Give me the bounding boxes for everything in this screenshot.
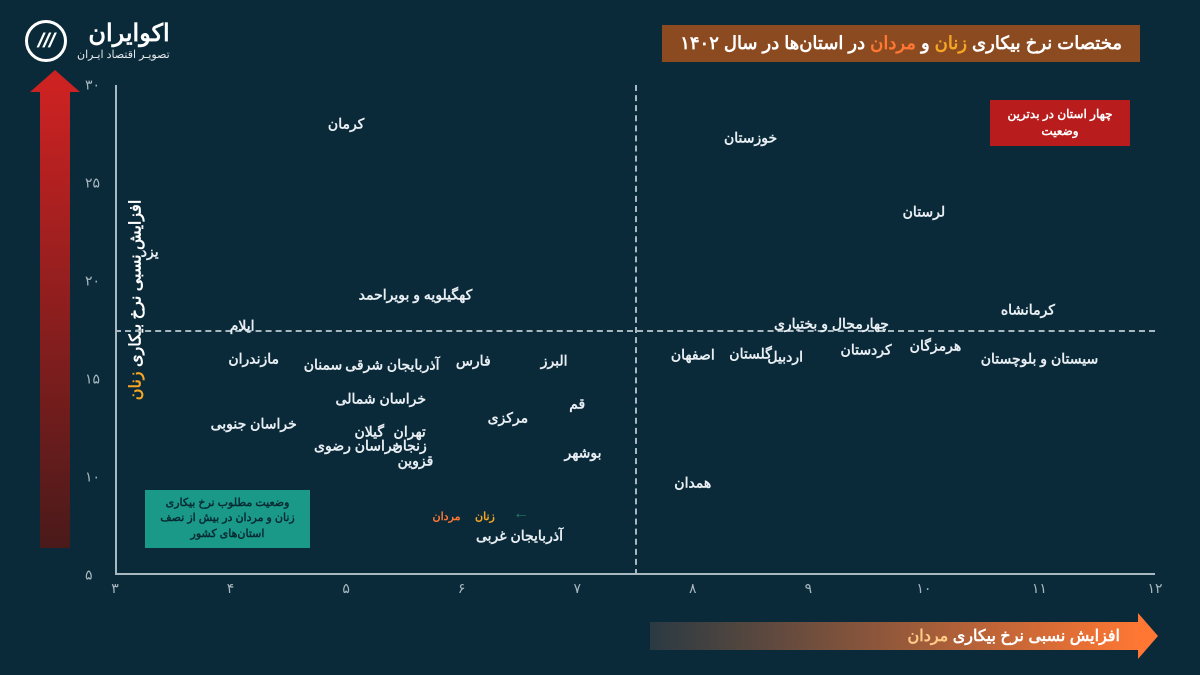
province-label: کرمان: [328, 116, 364, 133]
inline-note: تنها استانی که نرخ بیکاری زنان از مردان …: [382, 496, 512, 539]
province-label: مرکزی: [488, 410, 529, 427]
logo-icon: ///: [25, 20, 67, 62]
ref-line-horizontal: [115, 330, 1155, 332]
x-tick: ۱۰: [916, 580, 931, 597]
province-label: خوزستان: [724, 129, 777, 146]
province-label: سمنان: [304, 357, 343, 374]
y-tick: ۲۵: [85, 175, 100, 192]
province-label: چهارمحال و بختیاری: [774, 316, 889, 333]
province-label: ایلام: [230, 318, 255, 335]
x-tick: ۷: [573, 580, 581, 597]
logo-main: اکوایران: [77, 22, 170, 46]
logo-sub: تصویـر اقتصاد ایـران: [77, 48, 170, 61]
province-label: خراسان رضوی: [314, 437, 401, 454]
province-label: اصفهان: [671, 347, 715, 364]
x-tick: ۹: [805, 580, 813, 597]
province-label: سیستان و بلوچستان: [981, 351, 1098, 368]
province-label: لرستان: [903, 204, 946, 221]
x-axis-arrow: افزایش نسبی نرخ بیکاری مردان: [650, 622, 1140, 650]
y-tick: ۲۰: [85, 273, 100, 290]
y-tick: ۳۰: [85, 77, 100, 94]
y-tick: ۵: [85, 567, 93, 584]
x-tick: ۴: [227, 580, 235, 597]
province-label: مازندران: [228, 351, 279, 368]
province-label: خراسان شمالی: [336, 390, 426, 407]
province-label: آذربایجان شرقی: [345, 357, 439, 374]
chart-title: مختصات نرخ بیکاری زنان و مردان در استان‌…: [662, 25, 1140, 62]
province-label: بوشهر: [564, 445, 601, 462]
province-label: هرمزگان: [910, 337, 962, 354]
x-axis-label: افزایش نسبی نرخ بیکاری مردان: [908, 626, 1120, 646]
province-label: یزد: [141, 243, 159, 260]
province-label: گلستان: [729, 345, 772, 362]
x-tick: ۶: [458, 580, 466, 597]
province-label: قم: [569, 396, 585, 413]
province-label: کرمانشاه: [1001, 302, 1055, 319]
x-tick: ۱۲: [1147, 580, 1162, 597]
x-tick: ۳: [111, 580, 119, 597]
callout-best: وضعیت مطلوب نرخ بیکاریزنان و مردان در بی…: [145, 490, 310, 548]
province-label: خراسان جنوبی: [211, 416, 297, 433]
province-label: همدان: [674, 474, 711, 491]
y-tick: ۱۰: [85, 469, 100, 486]
x-tick: ۸: [689, 580, 697, 597]
y-axis-arrow: [40, 88, 70, 548]
province-label: اردبیل: [767, 349, 803, 366]
province-label: کردستان: [841, 341, 892, 358]
province-label: قزوین: [398, 453, 434, 470]
province-label: البرز: [541, 353, 568, 370]
logo: /// اکوایران تصویـر اقتصاد ایـران: [25, 20, 170, 62]
note-arrow-icon: ←: [513, 505, 529, 523]
province-label: کهگیلویه و بویراحمد: [359, 286, 473, 303]
x-tick: ۱۱: [1032, 580, 1047, 597]
province-label: فارس: [456, 353, 491, 370]
province-label: زنجان: [393, 437, 427, 454]
x-tick: ۵: [342, 580, 350, 597]
callout-worst: چهار استان در بدترینوضعیت: [990, 100, 1130, 146]
y-tick: ۱۵: [85, 371, 100, 388]
